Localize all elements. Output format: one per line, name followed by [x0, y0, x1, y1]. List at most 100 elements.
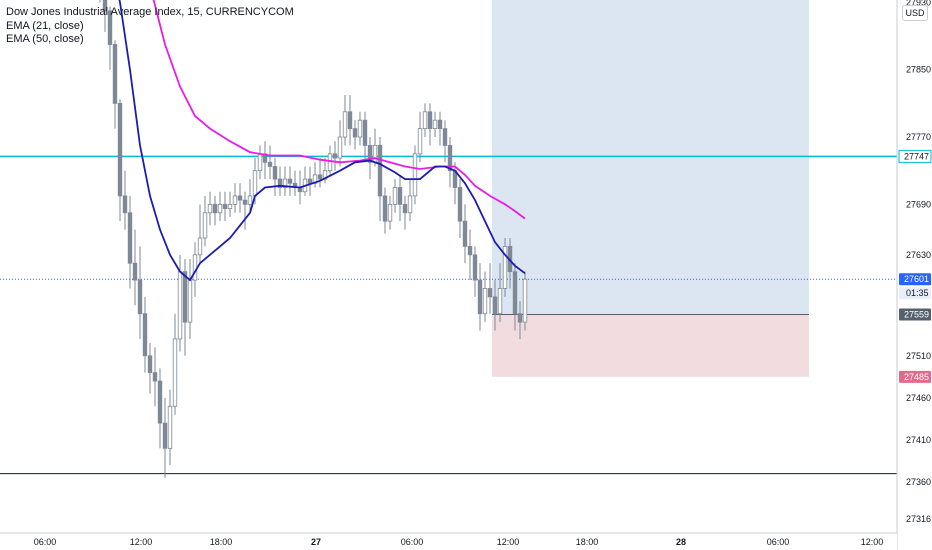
- candle-body: [457, 187, 463, 222]
- candle-body: [157, 380, 163, 424]
- candle-body: [232, 195, 238, 205]
- target-zone: [492, 0, 809, 315]
- candle-body: [342, 111, 348, 138]
- candle-body: [502, 246, 508, 289]
- candle-body: [107, 10, 113, 45]
- y-tick-label: 27460: [906, 393, 931, 403]
- candle-body: [272, 166, 278, 180]
- candle-body: [132, 262, 138, 281]
- candle-body: [182, 271, 188, 323]
- candle-body: [137, 279, 143, 315]
- candle-body: [402, 203, 408, 214]
- candle-body: [227, 203, 233, 209]
- entry-price-label: 27559: [904, 310, 929, 320]
- x-tick-label: 27: [311, 537, 321, 547]
- ema50-line: [152, 0, 526, 220]
- y-tick-label: 27360: [906, 477, 931, 487]
- candle-body: [522, 278, 528, 323]
- ema21-legend: EMA (21, close): [6, 20, 84, 32]
- candle-body: [172, 338, 178, 407]
- candle-body: [252, 170, 258, 197]
- candle-body: [192, 254, 198, 281]
- candle-body: [512, 271, 518, 315]
- candle-body: [247, 195, 253, 205]
- entry-price-label-bg: [899, 308, 931, 321]
- candle-body: [197, 237, 203, 256]
- candle-body: [357, 119, 363, 138]
- y-tick-label: 27850: [906, 65, 931, 75]
- x-tick-label: 28: [676, 537, 686, 547]
- candle-body: [102, 0, 108, 12]
- y-tick-label: 27690: [906, 199, 931, 209]
- x-tick-label: 06:00: [767, 537, 790, 547]
- candle-body: [287, 178, 293, 184]
- candle-body: [282, 178, 288, 188]
- y-tick-label: 27930: [906, 0, 931, 7]
- current-price-label-bg: [899, 273, 931, 286]
- candle-body: [167, 405, 173, 449]
- x-tick-label: 18:00: [210, 537, 233, 547]
- candle-body: [462, 220, 468, 247]
- candle-body: [417, 128, 423, 155]
- countdown-label: 01:35: [906, 288, 929, 298]
- candle-body: [407, 195, 413, 214]
- countdown-bg: [899, 287, 931, 300]
- candle-body: [162, 422, 168, 449]
- y-tick-label: 27510: [906, 351, 931, 361]
- candle-body: [317, 174, 323, 180]
- candle-body: [437, 119, 443, 130]
- candle-body: [112, 44, 118, 104]
- candle-body: [242, 199, 248, 205]
- candle-body: [217, 203, 223, 214]
- candle-body: [327, 153, 333, 172]
- candle-body: [392, 187, 398, 205]
- current-price-label: 27601: [904, 274, 929, 284]
- candle-body: [147, 355, 153, 374]
- y-tick-label: 27770: [906, 132, 931, 142]
- hline-price-label-bg: [899, 150, 931, 163]
- chart-title: Dow Jones Industrial Average Index, 15, …: [6, 6, 294, 18]
- candle-body: [442, 128, 448, 146]
- candle-body: [477, 279, 483, 315]
- candle-body: [382, 195, 388, 222]
- x-tick-label: 18:00: [576, 537, 599, 547]
- stop-zone: [492, 314, 809, 377]
- candle-body: [267, 161, 273, 167]
- currency-button[interactable]: USD: [902, 5, 928, 21]
- stop-price-label: 27485: [904, 372, 929, 382]
- candle-body: [352, 128, 358, 138]
- x-tick-label: 12:00: [497, 537, 520, 547]
- candle-body: [187, 279, 193, 323]
- candle-body: [377, 145, 383, 197]
- candle-body: [482, 288, 488, 315]
- candle-body: [222, 203, 228, 209]
- candle-body: [367, 145, 373, 163]
- candle-body: [237, 195, 243, 201]
- x-tick-label: 06:00: [34, 537, 57, 547]
- candle-body: [432, 119, 438, 130]
- candle-body: [152, 372, 158, 382]
- candle-body: [277, 178, 283, 188]
- stop-price-label-bg: [899, 370, 931, 383]
- candle-body: [307, 178, 313, 184]
- candle-body: [212, 203, 218, 214]
- x-tick-label: 12:00: [861, 537, 884, 547]
- candle-body: [117, 102, 123, 197]
- candle-body: [427, 111, 433, 130]
- y-tick-label: 27630: [906, 250, 931, 260]
- candle-body: [412, 153, 418, 197]
- ema50-legend: EMA (50, close): [6, 33, 84, 45]
- candle-body: [202, 212, 208, 239]
- candle-body: [497, 288, 503, 315]
- candle-body: [517, 313, 523, 323]
- candle-body: [487, 288, 493, 298]
- candle-body: [422, 111, 428, 130]
- candle-body: [472, 254, 478, 281]
- time-axis: [0, 533, 897, 550]
- candle-body: [122, 195, 128, 214]
- candle-body: [127, 212, 133, 264]
- x-tick-label: 12:00: [130, 537, 153, 547]
- x-tick-label: 06:00: [401, 537, 424, 547]
